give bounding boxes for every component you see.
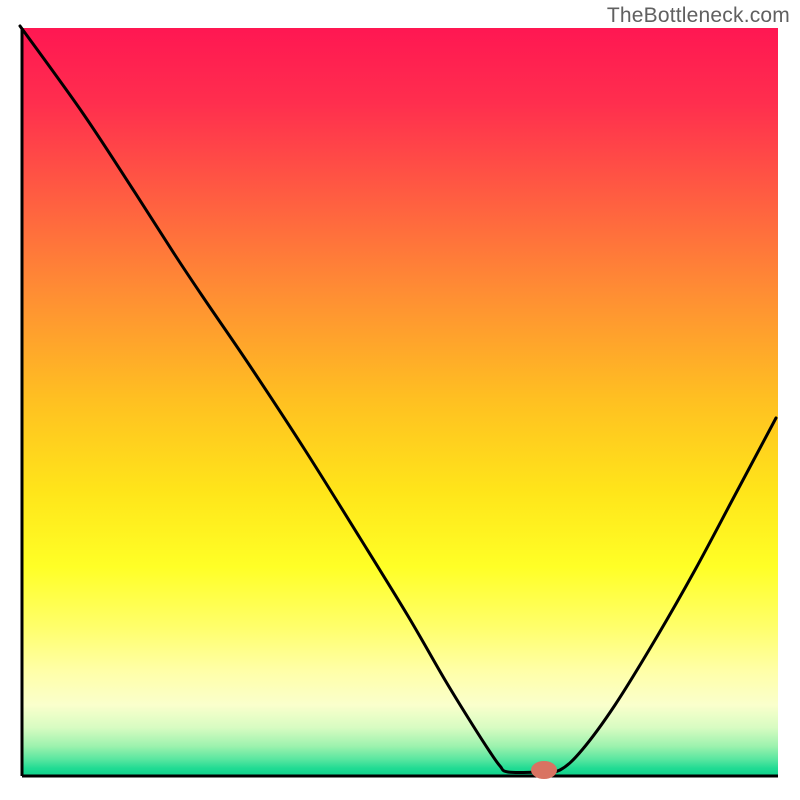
bottleneck-chart xyxy=(0,0,800,800)
chart-background xyxy=(22,28,778,776)
optimal-marker xyxy=(531,761,557,779)
watermark-text: TheBottleneck.com xyxy=(607,4,790,28)
chart-container: TheBottleneck.com xyxy=(0,0,800,800)
